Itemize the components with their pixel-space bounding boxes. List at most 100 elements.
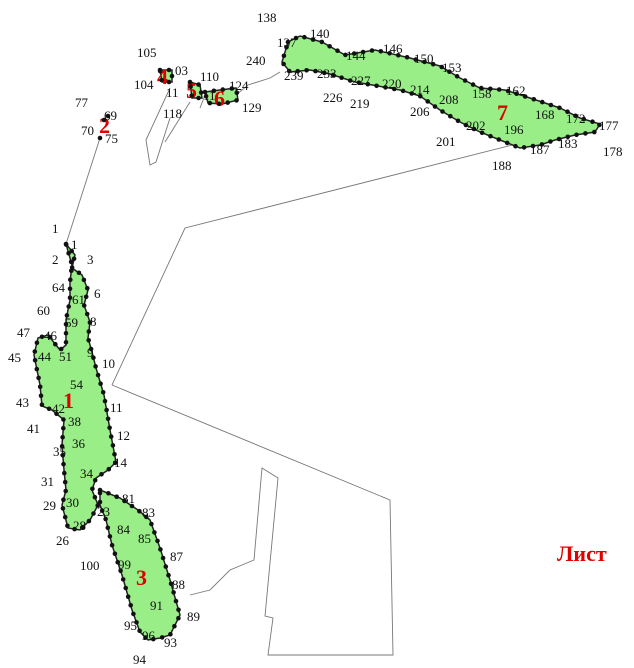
vertex-point <box>106 466 112 472</box>
vertex-point <box>149 521 154 527</box>
vertex-point <box>330 72 336 78</box>
point-label: 11 <box>110 400 123 415</box>
vertex-point <box>392 86 397 92</box>
vertex-point <box>36 375 41 381</box>
vertex-point <box>454 74 460 79</box>
point-label: 91 <box>150 598 163 613</box>
vertex-point <box>102 398 108 404</box>
vertex-point <box>409 91 415 96</box>
vertex-point <box>187 79 193 85</box>
point-label: 87 <box>170 549 184 564</box>
vertex-point <box>540 99 545 105</box>
vertex-point <box>128 603 133 608</box>
point-label: 10 <box>102 356 115 371</box>
vertex-point <box>425 99 431 104</box>
vertex-point <box>281 53 287 59</box>
vertex-points <box>32 34 602 642</box>
vertex-point <box>439 64 445 70</box>
vertex-point <box>84 311 90 317</box>
vertex-point <box>343 52 348 58</box>
vertex-point <box>58 346 64 352</box>
vertex-point <box>531 97 537 102</box>
vertex-point <box>471 126 477 132</box>
point-label: 35 <box>53 444 66 459</box>
point-label: 69 <box>104 108 117 123</box>
vertex-point <box>432 104 438 109</box>
vertex-point <box>163 564 169 569</box>
vertex-point <box>106 491 111 496</box>
vertex-point <box>166 572 171 578</box>
vertex-point <box>64 313 70 318</box>
vertex-point <box>107 425 112 431</box>
vertex-point <box>112 551 118 556</box>
vertex-point <box>383 85 388 90</box>
vertex-point <box>413 57 419 62</box>
vertex-point <box>60 506 66 511</box>
vertex-point <box>68 277 73 283</box>
vertex-point <box>310 37 316 42</box>
point-label: 41 <box>27 421 40 436</box>
point-label: 172 <box>566 111 586 126</box>
vertex-point <box>46 406 52 412</box>
vertex-point <box>81 303 87 308</box>
vertex-point <box>216 101 222 107</box>
vertex-point <box>112 452 117 457</box>
point-label: 95 <box>124 618 137 633</box>
vertex-point <box>103 516 108 522</box>
point-label: 64 <box>52 280 66 295</box>
parcel-number-7: 7 <box>497 100 508 125</box>
point-label: 88 <box>172 577 185 592</box>
point-label: 42 <box>52 401 65 416</box>
point-label: 219 <box>350 96 370 111</box>
vertex-point <box>157 68 163 74</box>
vertex-point <box>105 113 111 119</box>
point-label: 28 <box>73 518 86 533</box>
vertex-point <box>80 525 85 530</box>
point-label: 208 <box>439 92 459 107</box>
vertex-point <box>447 69 452 74</box>
vertex-point <box>71 256 77 262</box>
vertex-point <box>573 113 578 119</box>
point-label: 83 <box>142 505 155 520</box>
vertex-point <box>98 381 103 387</box>
vertex-point <box>91 355 96 361</box>
vertex-point <box>134 620 139 625</box>
point-label: 158 <box>472 86 492 101</box>
vertex-point <box>581 116 587 122</box>
vertex-point <box>286 68 292 74</box>
vertex-point <box>360 49 366 55</box>
vertex-point <box>115 559 120 565</box>
vertex-point <box>159 77 164 83</box>
vertex-point <box>100 390 106 395</box>
point-label: 206 <box>410 104 430 119</box>
vertex-point <box>92 494 98 500</box>
point-label: 118 <box>163 106 182 121</box>
point-label: 12 <box>117 428 130 443</box>
vertex-point <box>207 100 213 106</box>
point-label: 227 <box>351 73 371 88</box>
point-label: 14 <box>114 455 128 470</box>
vertex-point <box>76 270 82 276</box>
vertex-point <box>173 598 179 604</box>
sheet-label: Лист <box>557 541 607 566</box>
point-label: 188 <box>492 158 512 173</box>
vertex-point <box>418 93 423 99</box>
vertex-point <box>462 78 468 83</box>
vertex-point <box>166 67 172 73</box>
vertex-point <box>597 122 602 128</box>
vertex-point <box>83 294 89 300</box>
point-label: 59 <box>65 315 78 330</box>
vertex-point <box>198 90 204 95</box>
vertex-point <box>118 568 123 574</box>
vertex-point <box>470 82 476 87</box>
point-label: 11 <box>203 88 216 103</box>
vertex-point <box>152 530 157 535</box>
vertex-point <box>47 334 52 340</box>
point-label: 100 <box>80 558 100 573</box>
vertex-point <box>66 251 71 256</box>
vertex-point <box>514 91 519 96</box>
vertex-point <box>202 89 208 95</box>
point-label: 30 <box>66 495 79 510</box>
point-label: 8 <box>90 314 97 329</box>
vertex-point <box>137 628 142 634</box>
